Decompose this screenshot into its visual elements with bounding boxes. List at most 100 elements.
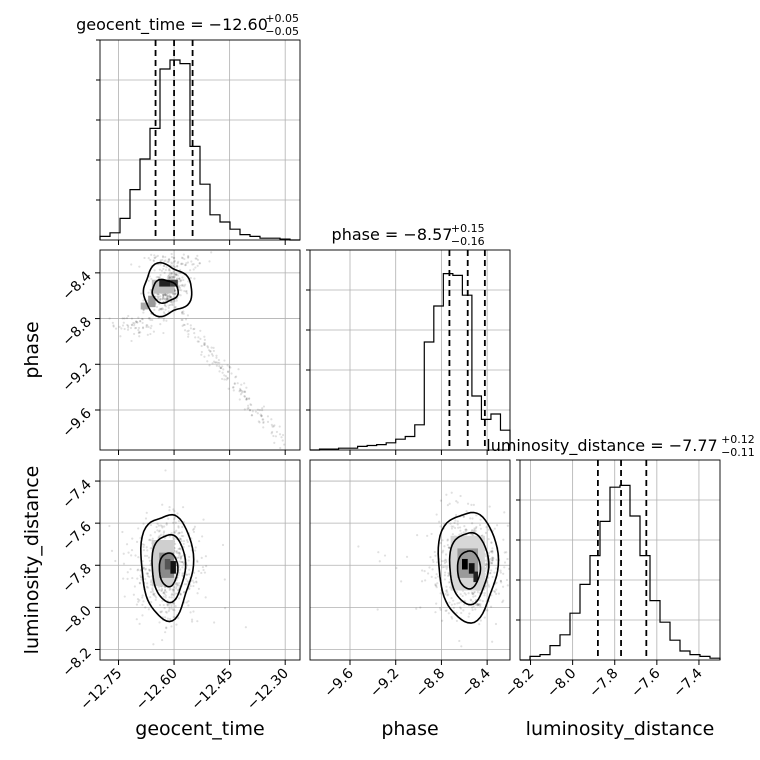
sample-point-1-0-14 — [174, 292, 177, 296]
sample-point-1-0-278 — [196, 264, 199, 267]
sample-point-2-0-636 — [153, 592, 156, 595]
sample-point-1-0-467 — [215, 364, 218, 367]
sample-point-1-0-503 — [137, 329, 140, 332]
sample-point-1-0-547 — [180, 289, 183, 292]
sample-point-2-1-319 — [446, 504, 449, 507]
sample-point-2-0-420 — [153, 531, 157, 534]
sample-point-2-1-530 — [489, 558, 492, 561]
sample-point-2-1-165 — [487, 576, 490, 579]
tick-label-y-phase-3: −8.4 — [59, 268, 94, 303]
sample-point-1-0-82 — [177, 260, 180, 263]
title-phase: phase = −8.57 — [332, 225, 453, 244]
sample-point-1-0-470 — [172, 264, 175, 268]
sample-point-2-1-113 — [450, 527, 454, 530]
sample-point-2-1-291 — [468, 612, 471, 615]
sample-point-1-0-193 — [271, 425, 274, 428]
sample-point-2-1-553 — [447, 593, 450, 596]
sample-point-1-0-238 — [172, 275, 175, 278]
sample-point-1-0-155 — [207, 354, 210, 357]
tick-label-x-phase-1: −9.2 — [367, 666, 402, 701]
sample-point-1-0-20 — [162, 294, 165, 297]
sample-point-1-0-69 — [153, 256, 156, 259]
sample-point-1-0-641 — [197, 340, 200, 343]
sample-point-1-0-129 — [278, 433, 282, 436]
sample-point-1-0-65 — [119, 335, 122, 338]
sample-point-2-1-90 — [463, 524, 466, 528]
sample-point-1-0-87 — [122, 321, 125, 324]
sample-point-1-0-373 — [168, 275, 171, 279]
sample-point-2-0-418 — [150, 601, 153, 604]
sample-point-1-0-363 — [167, 269, 170, 272]
sample-point-2-0-463 — [174, 592, 177, 595]
sample-point-2-0-526 — [178, 552, 182, 555]
sample-point-1-0-640 — [161, 258, 164, 262]
sample-point-2-1-119 — [434, 611, 437, 614]
sample-point-1-0-337 — [161, 255, 165, 258]
contour-layer — [139, 261, 500, 624]
sample-point-2-1-181 — [491, 559, 494, 562]
sample-point-2-0-381 — [168, 509, 171, 512]
sample-point-2-0-70 — [185, 564, 189, 567]
sample-point-2-0-613 — [177, 547, 180, 551]
sample-point-2-0-577 — [187, 604, 190, 607]
sample-point-1-0-27 — [178, 286, 182, 290]
sample-point-2-1-308 — [448, 502, 451, 505]
sample-point-1-0-209 — [185, 292, 189, 295]
sample-point-2-1-424 — [454, 526, 457, 530]
sample-point-2-0-385 — [181, 525, 184, 529]
sample-point-2-0-152 — [134, 554, 137, 557]
sample-point-2-0-69 — [168, 606, 171, 609]
sample-point-2-1-526 — [460, 611, 463, 615]
sample-point-1-0-344 — [123, 317, 126, 320]
sample-point-2-1-610 — [376, 608, 379, 611]
sample-point-2-1-613 — [444, 592, 447, 595]
sample-point-1-0-361 — [187, 254, 190, 258]
sample-point-2-1-130 — [485, 562, 488, 566]
sample-point-2-0-346 — [147, 568, 151, 571]
sample-point-1-0-144 — [258, 409, 261, 412]
sample-point-2-1-290 — [474, 603, 478, 606]
sample-point-1-0-608 — [236, 382, 239, 385]
sample-point-2-1-466 — [458, 601, 461, 605]
sample-point-1-0-146 — [272, 425, 275, 428]
sample-point-1-0-484 — [161, 293, 165, 296]
sample-point-2-0-316 — [148, 539, 151, 542]
sample-point-1-0-414 — [132, 332, 136, 336]
histogram-phase — [310, 273, 511, 451]
sample-point-2-0-87 — [166, 603, 169, 606]
sample-point-1-0-611 — [239, 393, 243, 396]
sample-point-2-0-631 — [122, 552, 125, 555]
sample-point-1-0-239 — [212, 349, 215, 353]
sample-point-2-1-175 — [447, 546, 450, 549]
contour-ld-geocent-2 — [151, 533, 187, 604]
sample-point-1-0-382 — [166, 297, 169, 301]
sample-point-1-0-71 — [248, 397, 251, 400]
sample-point-1-0-550 — [200, 353, 203, 356]
sample-point-2-0-145 — [172, 615, 175, 619]
sample-point-2-1-217 — [446, 538, 449, 541]
sample-point-2-0-606 — [177, 526, 180, 529]
tick-label-y-luminosity_distance-2: −7.8 — [59, 561, 94, 596]
sample-point-1-0-371 — [164, 293, 167, 296]
sample-point-1-0-275 — [164, 298, 167, 301]
sample-point-2-0-131 — [154, 598, 157, 601]
sample-point-2-0-149 — [160, 589, 164, 592]
sample-point-2-0-278 — [146, 575, 150, 578]
sample-point-2-1-189 — [471, 522, 474, 525]
sample-point-1-0-578 — [132, 321, 135, 325]
sample-point-1-0-415 — [162, 319, 165, 322]
sample-point-2-1-194 — [478, 602, 481, 606]
sample-point-2-0-528 — [145, 511, 148, 514]
sample-point-2-0-266 — [187, 600, 190, 603]
sample-point-1-0-226 — [210, 346, 213, 349]
sample-point-1-0-579 — [181, 262, 184, 265]
sample-point-1-0-617 — [262, 421, 265, 425]
contour-ld-phase-3 — [437, 511, 500, 624]
sample-point-1-0-194 — [171, 262, 174, 265]
sample-point-2-1-413 — [444, 553, 448, 556]
sample-point-1-0-505 — [193, 277, 196, 280]
sample-point-1-0-465 — [160, 269, 163, 272]
sample-point-2-1-501 — [441, 566, 444, 569]
tick-label-x-luminosity_distance-2: −7.8 — [586, 666, 621, 701]
sample-point-1-0-133 — [162, 311, 166, 314]
